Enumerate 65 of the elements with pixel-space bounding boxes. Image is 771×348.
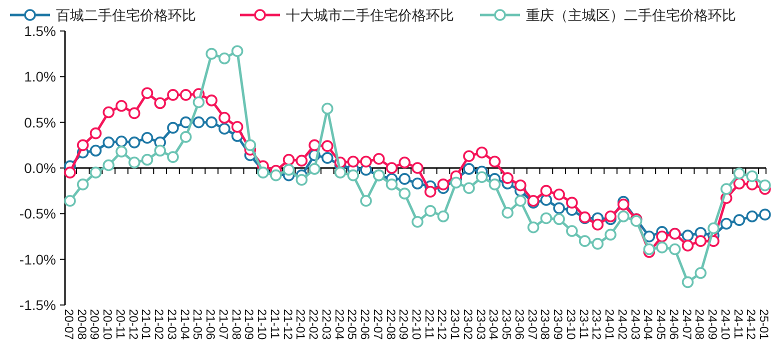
x-tick-label: 23-05 [500, 309, 514, 340]
x-tick-label: 20-08 [74, 309, 89, 340]
legend-label: 百城二手住宅价格环比 [56, 7, 196, 23]
x-tick-label: 21-03 [164, 309, 179, 340]
y-tick-label: -0.5% [19, 206, 56, 222]
x-tick-label: 24-05 [654, 309, 668, 340]
x-tick-label: 22-09 [396, 309, 411, 340]
x-tick-label: 22-03 [319, 309, 334, 340]
x-tick-label: 20-09 [88, 309, 102, 340]
x-tick-label: 24-11 [731, 309, 746, 340]
x-tick-label: 24-04 [641, 309, 656, 340]
x-tick-label: 22-04 [332, 309, 346, 340]
x-tick-label: 22-07 [370, 309, 385, 340]
x-tick-label: 23-01 [448, 309, 462, 340]
y-tick-label: 1.0% [24, 68, 56, 85]
x-tick-label: 23-11 [576, 309, 591, 340]
x-tick-label: 23-06 [512, 309, 526, 340]
x-tick-label: 23-02 [460, 309, 475, 340]
x-tick-label: 24-02 [615, 309, 630, 340]
x-tick-label: 20-07 [62, 309, 76, 340]
x-tick-label: 24-10 [718, 309, 732, 340]
x-tick-label: 22-02 [306, 309, 321, 340]
x-tick-label: 21-01 [139, 309, 154, 340]
x-tick-label: 21-07 [216, 309, 230, 340]
x-tick-label: 24-07 [680, 309, 694, 340]
x-tick-label: 23-07 [525, 309, 540, 340]
x-tick-label: 24-06 [666, 309, 681, 340]
y-tick-label: 0.0% [24, 160, 56, 176]
x-tick-label: 20-12 [126, 309, 140, 340]
x-tick-label: 21-04 [178, 309, 192, 340]
x-tick-label: 22-01 [294, 309, 308, 340]
x-tick-label: 23-08 [538, 309, 552, 340]
x-tick-label: 22-06 [358, 309, 372, 340]
x-tick-label: 25-01 [757, 309, 771, 340]
x-tick-label: 22-12 [435, 309, 450, 340]
x-tick-label: 21-02 [152, 309, 166, 340]
x-tick-label: 21-05 [190, 309, 205, 340]
x-tick-label: 22-10 [410, 309, 424, 340]
y-tick-label: 0.5% [24, 114, 56, 130]
x-tick-label: 24-09 [706, 309, 720, 340]
x-tick-label: 24-08 [692, 309, 707, 340]
x-tick-label: 24-12 [744, 309, 758, 340]
x-tick-label: 23-12 [590, 309, 604, 340]
y-tick-label: -1.5% [19, 297, 56, 313]
legend-label: 十大城市二手住宅价格环比 [286, 7, 454, 23]
x-tick-label: 21-10 [255, 309, 270, 340]
x-tick-label: 24-03 [628, 309, 642, 340]
x-tick-label: 23-10 [564, 309, 578, 340]
x-tick-label: 22-05 [345, 309, 360, 340]
x-tick-label: 23-09 [551, 309, 566, 340]
x-tick-label: 21-11 [268, 309, 282, 340]
y-tick-label: -1.0% [19, 251, 56, 268]
x-tick-label: 23-03 [474, 309, 488, 340]
x-tick-label: 23-04 [486, 309, 501, 340]
x-tick-label: 21-12 [280, 309, 295, 340]
x-tick-label: 22-08 [384, 309, 398, 340]
x-tick-label: 21-06 [204, 309, 218, 340]
x-tick-label: 20-10 [100, 309, 115, 340]
x-tick-label: 20-11 [113, 309, 128, 340]
x-tick-label: 21-09 [242, 309, 256, 340]
x-tick-label: 21-08 [229, 309, 244, 340]
legend-label: 重庆（主城区）二手住宅价格环比 [526, 7, 736, 23]
x-tick-label: 24-01 [602, 309, 617, 340]
y-tick-label: 1.5% [24, 23, 56, 39]
x-tick-label: 22-11 [422, 309, 436, 340]
